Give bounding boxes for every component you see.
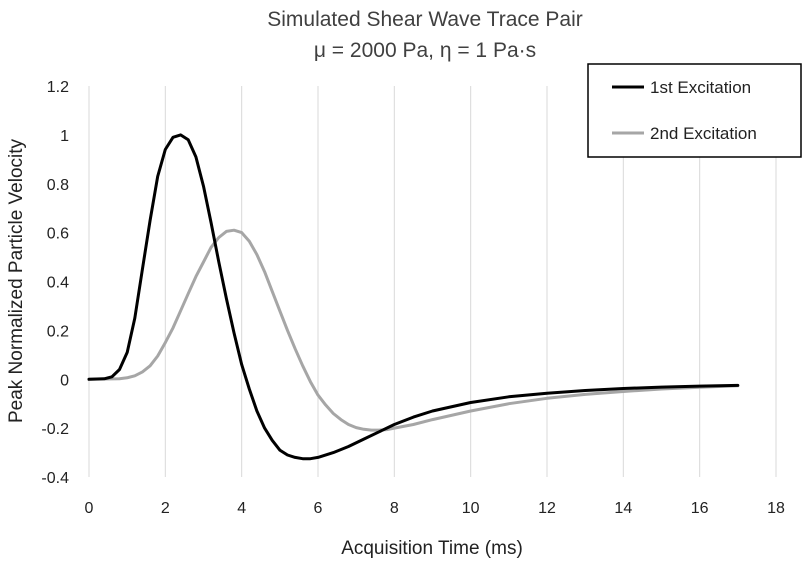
x-tick-label-9: 18 <box>767 500 785 517</box>
legend: 1st Excitation 2nd Excitation <box>587 63 802 158</box>
legend-label-2nd-excitation: 2nd Excitation <box>650 124 757 143</box>
y-tick-label-6: 0.8 <box>47 177 69 194</box>
x-tick-label-1: 2 <box>161 500 170 517</box>
y-axis-ticks: -0.4 -0.2 0 0.2 0.4 0.6 0.8 1 1.2 <box>41 79 69 487</box>
y-tick-label-5: 0.6 <box>47 226 69 243</box>
x-tick-label-0: 0 <box>85 500 94 517</box>
x-axis: 0 2 4 6 8 10 12 14 16 18 <box>85 500 785 517</box>
y-tick-label-8: 1.2 <box>47 79 69 96</box>
x-axis-title: Acquisition Time (ms) <box>341 538 523 559</box>
chart-title: Simulated Shear Wave Trace Pair <box>267 8 583 31</box>
y-tick-label-3: 0.2 <box>47 323 69 340</box>
x-tick-label-6: 12 <box>538 500 556 517</box>
legend-label-1st-excitation: 1st Excitation <box>650 78 751 97</box>
x-tick-label-4: 8 <box>390 500 399 517</box>
x-tick-label-5: 10 <box>462 500 480 517</box>
x-tick-label-8: 16 <box>691 500 709 517</box>
y-axis-title: Peak Normalized Particle Velocity <box>6 138 27 423</box>
x-tick-label-3: 6 <box>314 500 323 517</box>
series-line-2nd-excitation <box>87 228 740 432</box>
chart-subtitle: μ = 2000 Pa, η = 1 Pa·s <box>314 39 536 62</box>
data-series <box>87 133 740 461</box>
x-tick-label-7: 14 <box>614 500 632 517</box>
y-tick-label-7: 1 <box>60 128 69 145</box>
x-tick-label-2: 4 <box>237 500 246 517</box>
legend-box <box>587 63 802 158</box>
y-tick-label-0: -0.4 <box>41 470 69 487</box>
y-tick-label-1: -0.2 <box>41 421 69 438</box>
series-line-1st-excitation <box>87 133 740 461</box>
y-tick-label-4: 0.4 <box>47 275 69 292</box>
y-tick-label-2: 0 <box>60 372 69 389</box>
